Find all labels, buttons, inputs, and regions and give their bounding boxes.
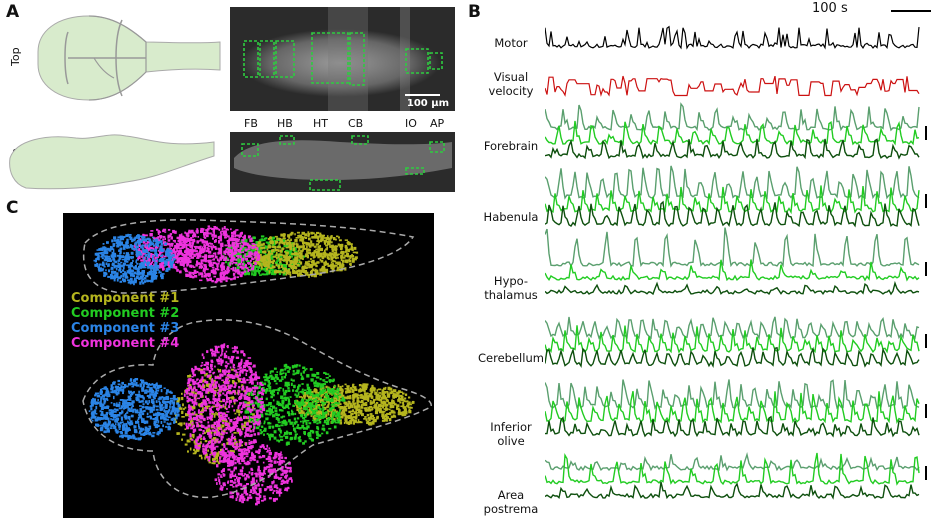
trace-area-postrema-3 — [545, 481, 920, 500]
trace-label-visual-velocity: Visual velocity — [488, 70, 534, 98]
activity-traces — [545, 25, 927, 500]
trace-habenula-1 — [545, 165, 920, 200]
trace-visual-velocity — [545, 75, 920, 97]
panel-b-letter: B — [468, 2, 481, 22]
cluster-top-magenta-2 — [214, 444, 293, 506]
trace-forebrain-2 — [545, 120, 920, 147]
trace-motor — [545, 25, 920, 50]
region-label-cb: CB — [348, 117, 364, 130]
trace-hypothalamus-2 — [545, 259, 920, 282]
trace-inferior-olive-3 — [545, 415, 920, 438]
time-scalebar-label: 100 s — [812, 1, 848, 16]
cluster-top-magenta — [183, 343, 266, 464]
trace-hypothalamus-3 — [545, 280, 920, 296]
trace-habenula-3 — [545, 200, 920, 228]
region-label-hb: HB — [277, 117, 293, 130]
panel-c-letter: C — [6, 198, 19, 218]
trace-label-inferior-olive: Inferior olive — [490, 420, 532, 448]
trace-label-motor: Motor — [494, 36, 528, 50]
trace-forebrain-3 — [545, 138, 920, 160]
time-scalebar — [891, 10, 931, 12]
trace-inferior-olive-1 — [545, 379, 920, 410]
region-label-ap: AP — [430, 117, 445, 130]
brain-side-schematic — [9, 134, 215, 190]
trace-area-postrema-1 — [545, 451, 920, 472]
region-label-fb: FB — [244, 117, 258, 130]
microscopy-top-image: 100 µm — [230, 7, 455, 111]
brain-top-schematic — [37, 15, 221, 101]
cluster-side-blue — [93, 233, 176, 286]
scalebar-label: 100 µm — [406, 98, 449, 109]
component-label-2: Component #2 — [71, 306, 180, 321]
panel-a-letter: A — [6, 2, 20, 22]
component-label-4: Component #4 — [71, 336, 180, 351]
trace-hypothalamus-1 — [545, 227, 920, 268]
region-label-ht: HT — [313, 117, 328, 130]
trace-label-cerebellum: Cerebellum — [478, 351, 544, 365]
trace-inferior-olive-2 — [545, 391, 920, 424]
microscopy-side-image — [230, 132, 455, 192]
trace-label-area-postrema: Area postrema — [483, 488, 539, 516]
trace-label-forebrain: Forebrain — [483, 139, 539, 153]
cluster-top-blue — [88, 378, 181, 441]
trace-cerebellum-3 — [545, 346, 920, 369]
cluster-side-yellow — [248, 231, 359, 278]
region-label-io: IO — [405, 117, 417, 130]
view-top-label: Top — [9, 47, 22, 66]
component-map-image: Component #1 Component #2 Component #3 C… — [63, 213, 434, 518]
component-label-3: Component #3 — [71, 321, 180, 336]
cluster-side-magenta — [168, 225, 261, 284]
trace-label-habenula: Habenula — [483, 210, 539, 224]
trace-label-hypothalamus: Hypo- thalamus — [484, 274, 538, 302]
trace-cerebellum-2 — [545, 325, 920, 354]
trace-area-postrema-2 — [545, 452, 920, 486]
trace-forebrain-1 — [545, 102, 920, 132]
component-label-1: Component #1 — [71, 291, 180, 306]
